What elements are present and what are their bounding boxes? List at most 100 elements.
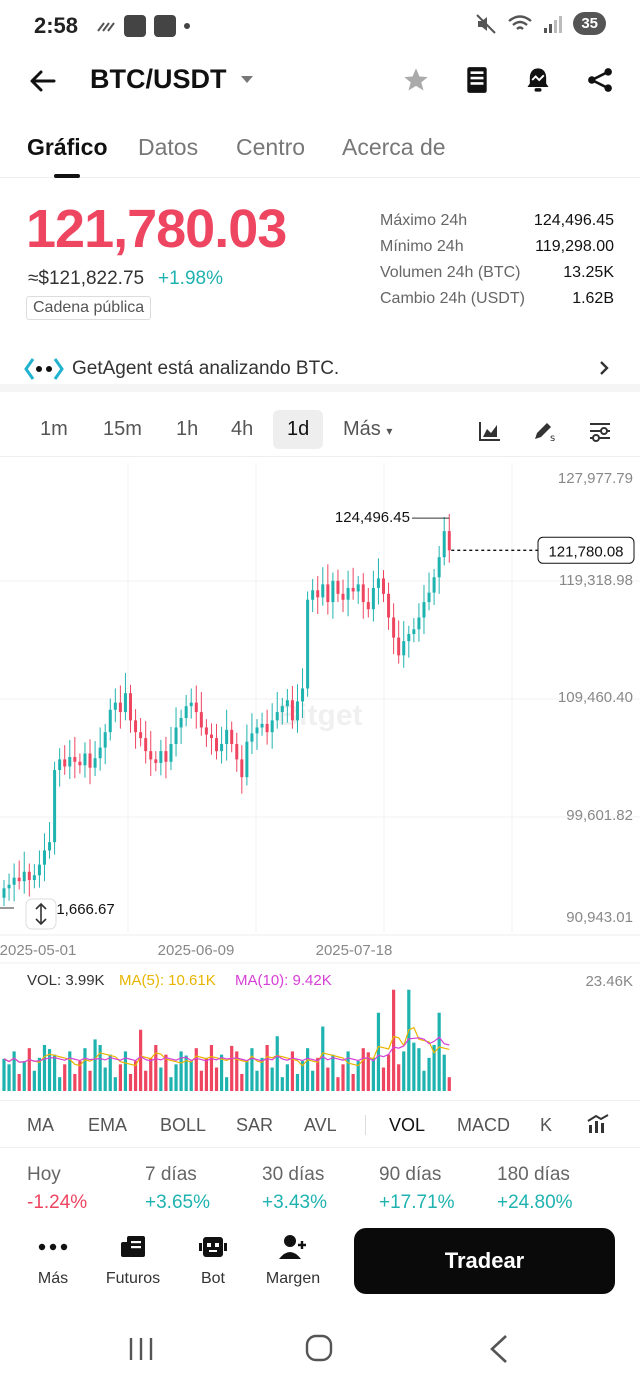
volume-bar [93, 1039, 97, 1091]
volume-bar [78, 1061, 82, 1091]
bottom-nav-bot[interactable]: Bot [178, 1232, 248, 1288]
volume-bar [37, 1057, 42, 1091]
status-bar: 2:58 35 [0, 0, 640, 52]
volume-bar [103, 1067, 107, 1091]
volume-bar [179, 1051, 183, 1091]
volume-bar [154, 1044, 158, 1091]
ma10-label: MA(10): 9.42K [235, 972, 332, 989]
date-axis-label: 2025-05-01 [0, 942, 76, 959]
home-icon[interactable] [305, 1334, 333, 1362]
candle-body [37, 864, 41, 876]
candle-body [189, 702, 193, 707]
volume-bar [27, 1048, 31, 1091]
volume-bar [412, 1042, 416, 1091]
volume-bar [376, 1012, 381, 1091]
notebook-icon[interactable] [464, 66, 490, 94]
indicator-sar[interactable]: SAR [236, 1115, 274, 1135]
candle-body [215, 738, 219, 752]
main-tabs: Gráfico Datos Centro Acerca de [0, 126, 640, 178]
timeframe-1d[interactable]: 1d [273, 410, 324, 449]
volume-bar [98, 1044, 102, 1091]
chart-type-icon[interactable] [478, 420, 502, 442]
candle-body [275, 712, 279, 721]
candle-body [295, 701, 299, 721]
favorite-star-icon[interactable] [402, 66, 430, 94]
candle-body [179, 718, 183, 728]
candle-body [184, 706, 188, 719]
chain-badge[interactable]: Cadena pública [26, 296, 152, 320]
pair-selector[interactable]: BTC/USDT [90, 64, 253, 95]
trade-button[interactable]: Tradear [354, 1228, 615, 1294]
candle-body [356, 584, 360, 592]
indicator-macd[interactable]: MACD [457, 1115, 510, 1135]
bottom-nav-margen[interactable]: Margen [258, 1232, 328, 1288]
timeframe-more[interactable]: Más ▾ [343, 418, 393, 440]
price-chart[interactable]: 127,977.79 119,318.98 109,460.40 99,601.82 9… [0, 463, 640, 1103]
chevron-down-icon [240, 76, 253, 83]
volume-bar [108, 1054, 112, 1091]
low-price-label: 91,666.67 [48, 901, 115, 918]
volume-bar [351, 1073, 355, 1091]
candle-body [58, 759, 62, 771]
candle-body [53, 770, 57, 843]
volume-bar [407, 989, 411, 1091]
tab-acerca-de[interactable]: Acerca de [342, 134, 446, 160]
recent-apps-icon[interactable] [128, 1336, 154, 1362]
nav-back-icon[interactable] [488, 1334, 510, 1364]
tab-grafico[interactable]: Gráfico [27, 134, 108, 160]
bottom-nav-mas[interactable]: Más [18, 1232, 88, 1288]
volume-bar [32, 1070, 36, 1091]
chevron-down-icon: ▾ [386, 424, 393, 438]
timeframe-15m[interactable]: 15m [103, 418, 142, 440]
share-icon[interactable] [586, 66, 614, 94]
getagent-logo-icon [24, 358, 64, 380]
volume-bar [366, 1052, 370, 1091]
chart-settings-icon[interactable] [588, 420, 612, 442]
indicator-settings-icon[interactable] [586, 1113, 610, 1135]
expand-vertical-icon [35, 902, 47, 926]
volume-bar [361, 1048, 365, 1091]
indicator-avl[interactable]: AVL [304, 1115, 337, 1135]
volume-bar [240, 1073, 244, 1091]
back-arrow-icon[interactable] [28, 66, 58, 96]
indicator-k[interactable]: K [540, 1115, 553, 1135]
perf-30d: 30 días +3.43% [262, 1164, 327, 1213]
candle-body [2, 888, 6, 898]
candle-body [427, 592, 431, 603]
getagent-banner[interactable]: GetAgent está analizando BTC. [0, 346, 640, 392]
timeframe-1h[interactable]: 1h [176, 418, 199, 440]
last-price: 121,780.03 [26, 199, 287, 259]
candle-body [230, 729, 234, 745]
date-axis-label: 2025-07-18 [316, 942, 393, 959]
indicator-ma[interactable]: MA [27, 1115, 54, 1135]
candlestick-chart[interactable]: 127,977.79 119,318.98 109,460.40 99,601.82 9… [0, 463, 640, 1103]
indicator-divider [365, 1115, 366, 1135]
volume-bar [290, 1051, 295, 1091]
candle-body [437, 557, 441, 578]
volume-bar [260, 1057, 264, 1091]
bottom-nav-futuros[interactable]: Futuros [98, 1232, 168, 1288]
volume-bar [295, 1073, 300, 1091]
candle-body [164, 751, 168, 762]
price-alert-icon[interactable] [524, 66, 552, 94]
indicator-vol[interactable]: VOL [389, 1115, 426, 1135]
volume-bar [63, 1064, 67, 1091]
candle-body [88, 753, 92, 768]
timeframe-4h[interactable]: 4h [231, 418, 254, 440]
drawing-tools-icon[interactable]: s [532, 419, 558, 443]
tab-datos[interactable]: Datos [138, 134, 199, 160]
indicator-boll[interactable]: BOLL [160, 1115, 207, 1135]
volume-bar [392, 989, 396, 1091]
candle-body [199, 712, 203, 728]
tab-centro[interactable]: Centro [236, 134, 306, 160]
indicator-ema[interactable]: EMA [88, 1115, 128, 1135]
volume-bar [149, 1057, 153, 1091]
candle-body [326, 584, 330, 603]
volume-bar [356, 1061, 360, 1091]
candle-body [149, 751, 153, 760]
candle-body [402, 641, 406, 656]
volume-bar [139, 1029, 143, 1091]
perf-today: Hoy -1.24% [27, 1164, 88, 1213]
candle-body [270, 720, 274, 733]
timeframe-1m[interactable]: 1m [40, 418, 68, 440]
